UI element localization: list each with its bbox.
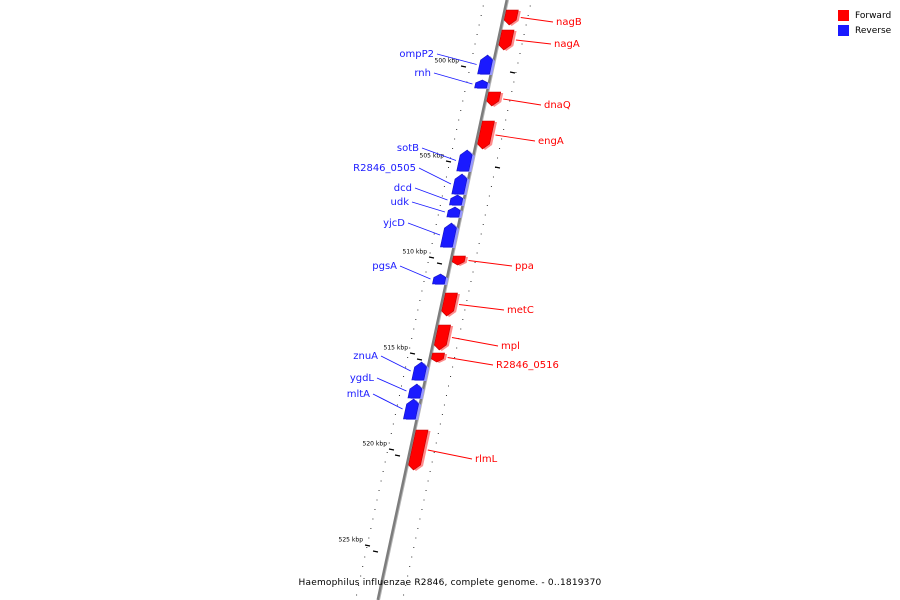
gene-yjcd — [440, 222, 459, 248]
leader-sotb — [421, 147, 457, 161]
gene-mpl — [433, 324, 454, 351]
leader-rlml — [427, 449, 473, 460]
gene-label-yjcd: yjcD — [383, 218, 405, 229]
leader-dcd — [414, 187, 448, 201]
major-tick-far — [509, 71, 516, 74]
gene-label-enga: engA — [538, 136, 564, 147]
gene-labels: nagB nagA ompP2 rnh dnaQ engA sotB R2846_0505dc… — [347, 17, 582, 465]
gene-label-udk: udk — [391, 197, 410, 208]
leader-udk — [411, 201, 446, 213]
gene-label-mpl: mpl — [501, 341, 520, 352]
leader-enga — [495, 134, 536, 142]
gene-label-ppa: ppa — [515, 261, 534, 272]
major-tick — [460, 65, 467, 68]
gene-label-sotb: sotB — [397, 143, 419, 154]
gene-enga — [477, 120, 497, 150]
gene-label-nagb: nagB — [556, 17, 582, 28]
leader-yjcd — [407, 222, 441, 236]
major-tick — [409, 352, 416, 355]
gene-label-ompp2: ompP2 — [399, 49, 434, 60]
gene-ygdl — [407, 383, 425, 399]
leader-pgsa — [399, 265, 431, 280]
leader-ppa — [468, 260, 513, 267]
gene-label-dcd: dcd — [394, 183, 412, 194]
tick-label: 515 kbp — [384, 345, 409, 352]
gene-dnaq — [486, 91, 504, 107]
tick-label: 510 kbp — [403, 249, 428, 256]
leader-mpl — [451, 337, 499, 347]
leader-metc — [458, 304, 505, 311]
leader-nagb — [520, 17, 554, 23]
gene-label-metc: metC — [507, 305, 534, 316]
major-tick-far — [494, 166, 501, 169]
leader-r2846_0505 — [418, 167, 452, 185]
gene-ompp2 — [477, 54, 496, 75]
gene-label-ygdl: ygdL — [350, 373, 375, 384]
major-tick — [428, 256, 435, 259]
tick-label: 500 kbp — [435, 58, 460, 65]
tick-label: 505 kbp — [420, 153, 445, 160]
major-tick — [364, 544, 371, 547]
leader-dnaq — [503, 98, 542, 106]
gene-dcd — [449, 194, 466, 206]
gene-r2846_0505 — [451, 173, 470, 195]
gene-label-naga: nagA — [554, 39, 580, 50]
gene-nagb — [503, 9, 521, 26]
label-leader-lines — [372, 17, 554, 460]
gene-udk — [446, 206, 463, 218]
genome-axis — [376, 0, 509, 600]
reverse-swatch — [838, 25, 849, 36]
legend-item-reverse: Reverse — [838, 23, 891, 38]
major-ticks: 500 kbp 505 kbp 510 kbp 515 kbp 520 kbp 525 k… — [339, 58, 516, 553]
gene-naga — [498, 29, 517, 51]
legend-label-forward: Forward — [855, 10, 892, 21]
leader-mlta — [372, 393, 403, 410]
legend: Forward Reverse — [838, 8, 891, 38]
leader-ompp2 — [436, 53, 477, 65]
tick-label: 525 kbp — [339, 537, 364, 544]
gene-label-znua: znuA — [353, 351, 378, 362]
gene-sotb — [456, 149, 475, 172]
leader-rnh — [433, 72, 473, 85]
tick-label: 520 kbp — [363, 441, 388, 448]
gene-features — [403, 9, 521, 471]
major-tick — [445, 160, 452, 163]
gene-label-r2846_0505: R2846_0505 — [353, 163, 416, 174]
gene-label-mlta: mltA — [347, 389, 370, 400]
leader-znua — [380, 355, 411, 372]
major-tick-far — [416, 358, 423, 361]
gene-label-pgsa: pgsA — [372, 261, 397, 272]
gene-label-dnaq: dnaQ — [544, 100, 571, 111]
legend-label-reverse: Reverse — [855, 25, 892, 36]
genome-caption: Haemophilus influenzae R2846, complete g… — [298, 578, 602, 588]
gene-r2846_0516 — [431, 352, 448, 363]
major-tick-far — [372, 550, 379, 553]
leader-r2846_0516 — [447, 357, 494, 366]
gene-label-r2846_0516: R2846_0516 — [496, 360, 559, 371]
leader-naga — [515, 39, 552, 45]
gene-mlta — [403, 398, 422, 420]
major-tick — [388, 448, 395, 451]
leader-ygdl — [376, 377, 407, 392]
gene-label-rnh: rnh — [414, 68, 431, 79]
legend-item-forward: Forward — [838, 8, 891, 23]
gene-pgsa — [432, 273, 449, 285]
major-tick-far — [436, 262, 443, 265]
gene-rnh — [474, 79, 491, 89]
gene-metc — [441, 292, 461, 317]
gene-rlml — [408, 429, 431, 471]
major-tick-far — [394, 454, 401, 457]
gene-label-rlml: rlmL — [475, 454, 498, 465]
gene-ppa — [451, 255, 468, 266]
gene-znua — [411, 361, 430, 381]
forward-swatch — [838, 10, 849, 21]
